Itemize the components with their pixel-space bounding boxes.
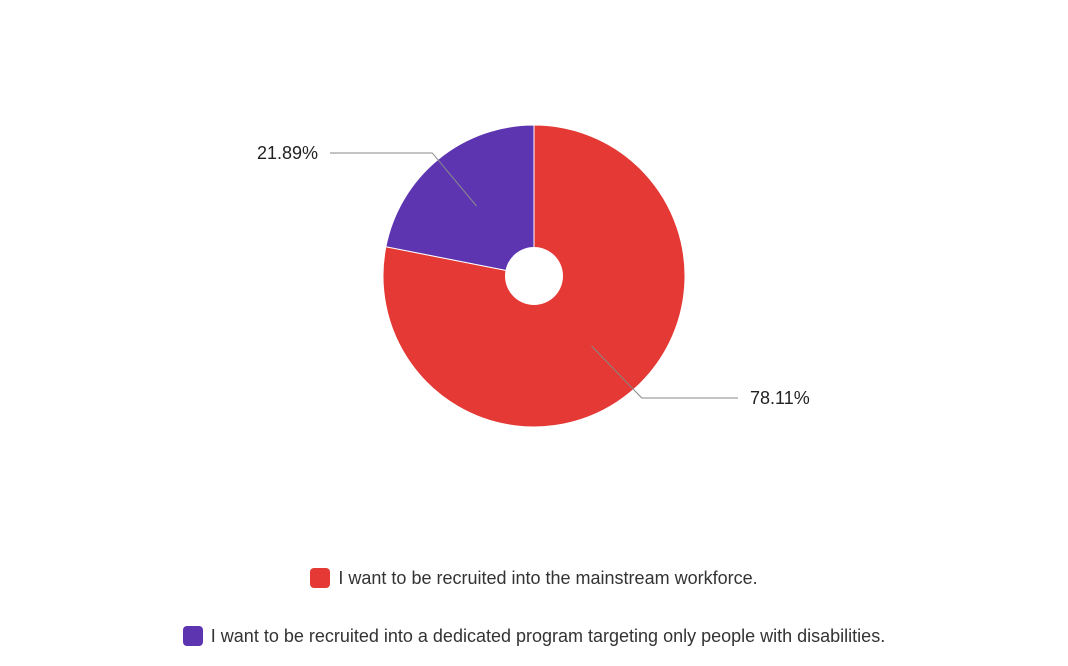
leader-lines-layer [330,152,738,399]
leader-line-dedicated-program [330,152,477,207]
data-label-dedicated-program: 21.89% [257,143,318,163]
data-label-mainstream: 78.11% [750,388,810,408]
donut-hole [505,247,563,305]
legend-item-dedicated-program[interactable]: I want to be recruited into a dedicated … [182,616,886,656]
legend-label-mainstream: I want to be recruited into the mainstre… [338,567,758,588]
pie-chart: 78.11% 21.89% [257,124,810,428]
leader-line-mainstream [591,345,738,399]
legend: I want to be recruited into the mainstre… [0,558,1068,656]
legend-swatch-mainstream [310,568,331,588]
legend-item-mainstream[interactable]: I want to be recruited into the mainstre… [310,558,758,598]
pie-slice-mainstream[interactable] [382,124,686,428]
data-labels-layer: 78.11% 21.89% [257,143,810,408]
legend-label-dedicated-program: I want to be recruited into a dedicated … [210,625,886,646]
legend-swatch-dedicated-program [182,626,203,646]
slices-layer [382,124,686,428]
